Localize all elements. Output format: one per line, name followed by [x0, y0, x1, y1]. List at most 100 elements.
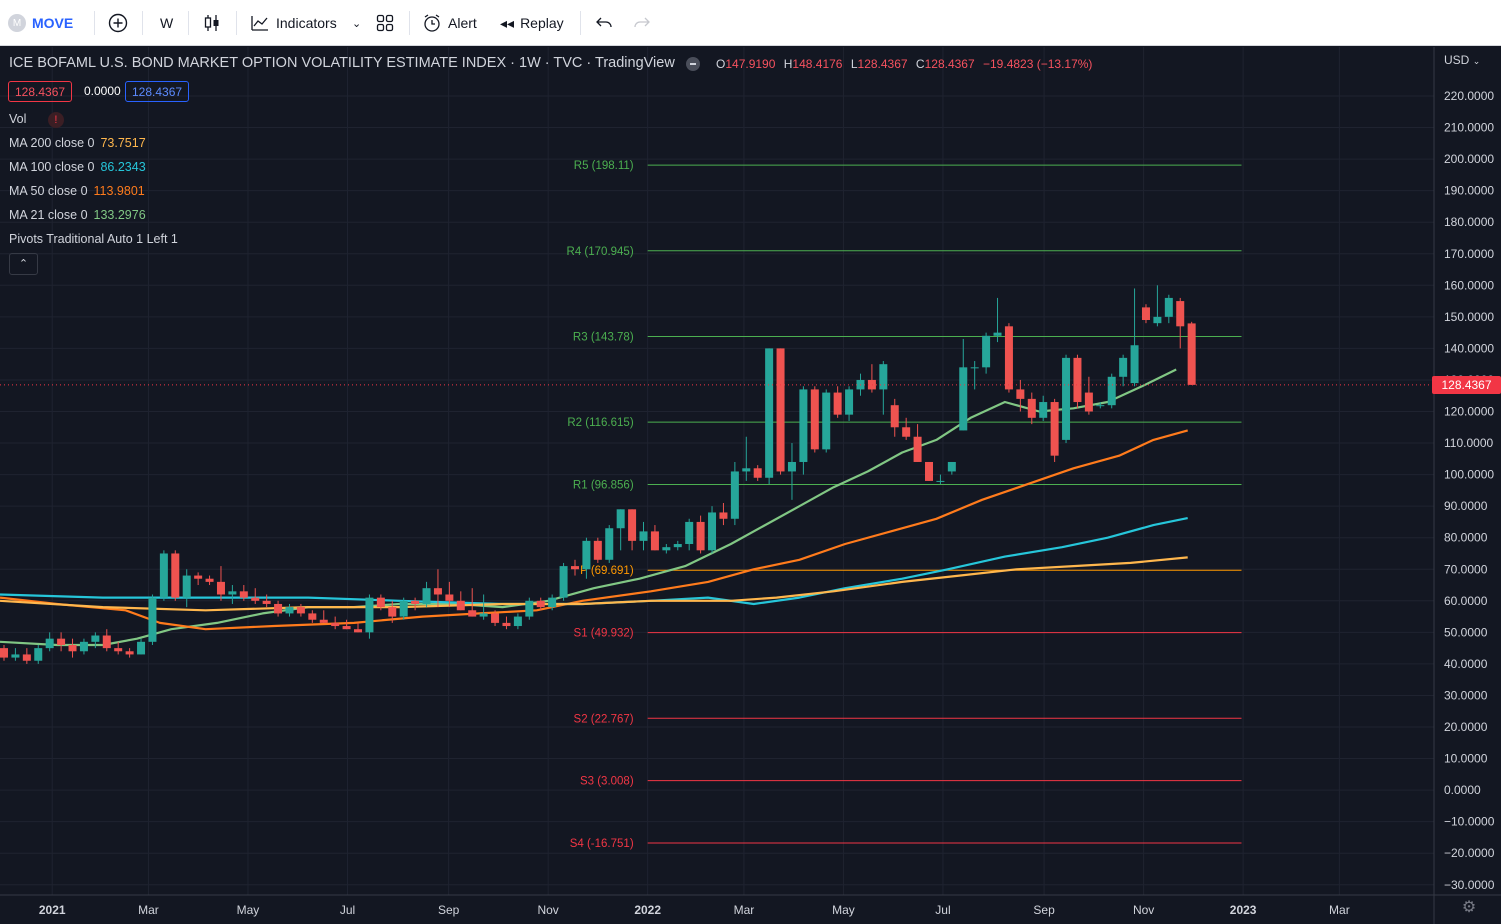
alert-button[interactable]: Alert: [422, 0, 477, 46]
replay-button[interactable]: ◂◂ Replay: [500, 0, 564, 46]
time-tick-label: Mar: [138, 903, 159, 917]
candle-body: [879, 364, 888, 390]
candle-body: [685, 521, 694, 545]
pivot-label-r2: R2 (116.615): [567, 417, 633, 429]
candle-body: [1107, 376, 1116, 406]
candle-body: [662, 547, 671, 551]
price-tick-label: 190.0000: [1444, 184, 1494, 198]
chart-canvas[interactable]: R5 (198.11) R4 (170.945) R3 (143.78) R2 (11…: [0, 47, 1501, 924]
price-tick-label: 50.0000: [1444, 625, 1488, 639]
pivot-label-s2: S2 (22.767): [574, 713, 634, 725]
candle-body: [1050, 402, 1059, 456]
alert-label: Alert: [448, 15, 477, 31]
pivot-label-r4: R4 (170.945): [567, 246, 634, 258]
candle-body: [616, 509, 625, 529]
candle-body: [650, 531, 659, 551]
candle-body: [57, 638, 66, 645]
grid-icon: [376, 14, 394, 32]
currency-selector[interactable]: USD ⌄: [1444, 53, 1480, 67]
undo-button[interactable]: [595, 0, 613, 46]
pivot-label-r5: R5 (198.11): [574, 160, 634, 172]
candle-body: [936, 480, 945, 482]
candle-body: [970, 367, 979, 369]
candle-body: [433, 588, 442, 595]
pivot-label-p: P (69.691): [580, 565, 634, 577]
candle-body: [993, 332, 1002, 336]
chevron-down-icon: ⌄: [1472, 56, 1481, 66]
candle-body: [559, 566, 568, 598]
price-tick-label: 60.0000: [1444, 594, 1488, 608]
gear-icon: ⚙: [1461, 899, 1477, 916]
time-tick-label: Mar: [734, 903, 755, 917]
redo-icon: [634, 17, 650, 28]
interval-button[interactable]: W: [160, 0, 173, 46]
candle-body: [730, 471, 739, 519]
candle-body: [365, 597, 374, 633]
compare-symbol-button[interactable]: [108, 0, 128, 46]
moving-averages: [0, 368, 1188, 647]
price-tick-label: 10.0000: [1444, 752, 1488, 766]
candle-body: [171, 553, 180, 598]
undo-icon: [596, 17, 612, 28]
candle-body: [673, 544, 682, 548]
candle-body: [79, 641, 88, 652]
candle-body: [205, 578, 214, 582]
indicators-dropdown-button[interactable]: ⌄: [352, 0, 361, 46]
price-tick-label: 210.0000: [1444, 121, 1494, 135]
price-tick-label: 100.0000: [1444, 468, 1494, 482]
layout-templates-button[interactable]: [376, 0, 394, 46]
candle-body: [285, 607, 294, 614]
time-tick-label: 2023: [1230, 903, 1257, 917]
candle-body: [925, 461, 934, 481]
candle-body: [274, 603, 283, 614]
price-tick-label: 170.0000: [1444, 247, 1494, 261]
replay-icon: ◂◂: [500, 14, 515, 31]
candle-body: [525, 600, 534, 617]
candle-body: [1016, 389, 1025, 399]
pivot-label-s1: S1 (49.932): [574, 628, 634, 640]
candle-body: [239, 591, 248, 598]
chart-pane[interactable]: R5 (198.11) R4 (170.945) R3 (143.78) R2 (11…: [0, 47, 1501, 924]
symbol-search[interactable]: M MOVE: [8, 0, 73, 46]
candle-body: [1027, 398, 1036, 418]
chevron-up-icon: ⌃: [18, 258, 29, 270]
candle-body: [513, 616, 522, 627]
collapse-legend-button[interactable]: ⌃: [9, 253, 38, 275]
candle-body: [787, 461, 796, 472]
candle-body: [479, 613, 488, 617]
ma-line-2: [0, 517, 1188, 606]
candle-body: [399, 600, 408, 617]
candle-body: [296, 607, 305, 614]
indicators-button[interactable]: Indicators: [250, 0, 337, 46]
chart-type-button[interactable]: [203, 0, 221, 46]
candle-body: [68, 644, 77, 652]
settings-button[interactable]: ⚙: [1460, 899, 1478, 917]
ma-line-0: [0, 368, 1177, 647]
redo-button[interactable]: [633, 0, 651, 46]
price-tick-label: 70.0000: [1444, 562, 1488, 576]
axes: 220.0000 210.0000 200.0000 190.0000 180.0000…: [0, 47, 1501, 924]
candle-body: [742, 468, 751, 472]
candle-body: [91, 635, 100, 642]
ma-line-1: [0, 429, 1188, 631]
candle-body: [11, 654, 20, 658]
indicators-label: Indicators: [276, 15, 337, 31]
currency-label: USD: [1444, 53, 1470, 67]
time-tick-label: Sep: [1033, 903, 1055, 917]
candle-body: [639, 531, 648, 541]
candle-body: [1119, 357, 1128, 377]
candle-body: [605, 528, 614, 560]
candle-body: [628, 509, 637, 541]
candle-body: [947, 461, 956, 472]
candle-body: [114, 648, 123, 652]
candle-body: [776, 348, 785, 472]
price-tick-label: 120.0000: [1444, 405, 1494, 419]
candle-body: [570, 566, 579, 570]
candle-body: [216, 581, 225, 595]
candle-body: [582, 540, 591, 570]
candle-body: [913, 436, 922, 462]
candle-body: [1039, 402, 1048, 418]
candle-body: [536, 600, 545, 608]
candle-body: [308, 613, 317, 620]
price-tick-label: −20.0000: [1444, 846, 1495, 860]
